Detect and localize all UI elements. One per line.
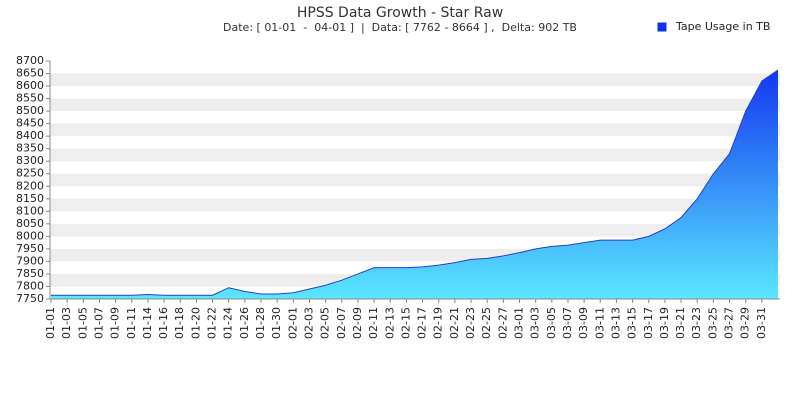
y-tick-label: 8600 bbox=[16, 79, 44, 92]
area bbox=[51, 70, 778, 299]
y-tick-label: 8450 bbox=[16, 117, 44, 130]
y-tick-label: 8400 bbox=[16, 129, 44, 142]
chart-title: HPSS Data Growth - Star Raw bbox=[297, 5, 503, 21]
x-tick-label: 01-03 bbox=[60, 307, 73, 339]
x-tick-label: 03-17 bbox=[642, 307, 655, 339]
area-line bbox=[51, 69, 779, 296]
y-tick-label: 7950 bbox=[16, 242, 44, 255]
legend-label: Tape Usage in TB bbox=[675, 20, 770, 33]
y-tick-label: 8700 bbox=[16, 54, 44, 67]
x-tick-label: 01-11 bbox=[125, 307, 138, 339]
chart-subtitle: Date: [ 01-01 - 04-01 ] | Data: [ 7762 -… bbox=[223, 21, 577, 34]
x-tick-label: 03-31 bbox=[755, 307, 768, 339]
grid-band bbox=[50, 198, 780, 212]
x-tick-label: 02-07 bbox=[335, 307, 348, 339]
y-tick-label: 8350 bbox=[16, 142, 44, 155]
x-tick-label: 03-11 bbox=[593, 307, 606, 339]
y-tick-label: 8100 bbox=[16, 204, 44, 217]
x-tick-label: 03-29 bbox=[739, 307, 752, 339]
x-tick-label: 03-19 bbox=[658, 307, 671, 339]
x-tick-label: 01-05 bbox=[76, 307, 89, 339]
x-tick-label: 01-09 bbox=[109, 307, 122, 339]
x-tick-label: 02-15 bbox=[399, 307, 412, 339]
y-tick-label: 8550 bbox=[16, 92, 44, 105]
x-tick-label: 02-17 bbox=[416, 307, 429, 339]
x-tick-label: 01-20 bbox=[189, 307, 202, 339]
y-tick-label: 7900 bbox=[16, 254, 44, 267]
grid-band bbox=[50, 148, 780, 162]
x-tick-label: 02-11 bbox=[367, 307, 380, 339]
x-tick-label: 02-25 bbox=[480, 307, 493, 339]
x-tick-label: 03-03 bbox=[529, 307, 542, 339]
grid-band bbox=[50, 73, 780, 87]
y-tick-label: 7750 bbox=[16, 292, 44, 305]
grid-band bbox=[50, 223, 780, 237]
x-tick-label: 02-13 bbox=[383, 307, 396, 339]
x-tick-label: 01-26 bbox=[238, 307, 251, 339]
x-tick-label: 02-01 bbox=[286, 307, 299, 339]
grid-band bbox=[50, 173, 780, 187]
x-tick-label: 01-24 bbox=[222, 307, 235, 339]
y-tick-label: 8050 bbox=[16, 217, 44, 230]
x-tick-label: 03-23 bbox=[690, 307, 703, 339]
x-tick-label: 01-16 bbox=[157, 307, 170, 339]
x-tick-label: 03-27 bbox=[723, 307, 736, 339]
x-tick-label: 03-05 bbox=[545, 307, 558, 339]
x-tick-label: 03-15 bbox=[626, 307, 639, 339]
y-tick-label: 7850 bbox=[16, 267, 44, 280]
x-tick-label: 02-05 bbox=[319, 307, 332, 339]
x-tick-label: 01-18 bbox=[173, 307, 186, 339]
x-tick-label: 02-19 bbox=[432, 307, 445, 339]
legend-swatch bbox=[657, 22, 667, 32]
x-tick-label: 03-09 bbox=[577, 307, 590, 339]
x-tick-label: 03-21 bbox=[674, 307, 687, 339]
x-tick-label: 01-07 bbox=[92, 307, 105, 339]
y-tick-label: 8500 bbox=[16, 104, 44, 117]
x-tick-label: 03-07 bbox=[561, 307, 574, 339]
x-tick-label: 01-28 bbox=[254, 307, 267, 339]
y-tick-label: 7800 bbox=[16, 279, 44, 292]
x-tick-label: 01-01 bbox=[44, 307, 57, 339]
x-tick-label: 03-01 bbox=[513, 307, 526, 339]
x-tick-label: 03-25 bbox=[706, 307, 719, 339]
x-tick-label: 02-21 bbox=[448, 307, 461, 339]
x-tick-label: 02-09 bbox=[351, 307, 364, 339]
x-tick-label: 02-03 bbox=[302, 307, 315, 339]
grid-band bbox=[50, 123, 780, 137]
x-tick-label: 01-14 bbox=[141, 307, 154, 339]
x-tick-label: 01-22 bbox=[206, 307, 219, 339]
x-tick-label: 02-27 bbox=[496, 307, 509, 339]
y-tick-label: 8200 bbox=[16, 179, 44, 192]
x-tick-label: 01-30 bbox=[270, 307, 283, 339]
y-tick-label: 8150 bbox=[16, 192, 44, 205]
grid-band bbox=[50, 98, 780, 112]
y-tick-label: 8000 bbox=[16, 229, 44, 242]
y-tick-label: 8650 bbox=[16, 67, 44, 80]
y-tick-label: 8300 bbox=[16, 154, 44, 167]
x-tick-label: 03-13 bbox=[609, 307, 622, 339]
y-tick-label: 8250 bbox=[16, 167, 44, 180]
x-tick-label: 02-23 bbox=[464, 307, 477, 339]
